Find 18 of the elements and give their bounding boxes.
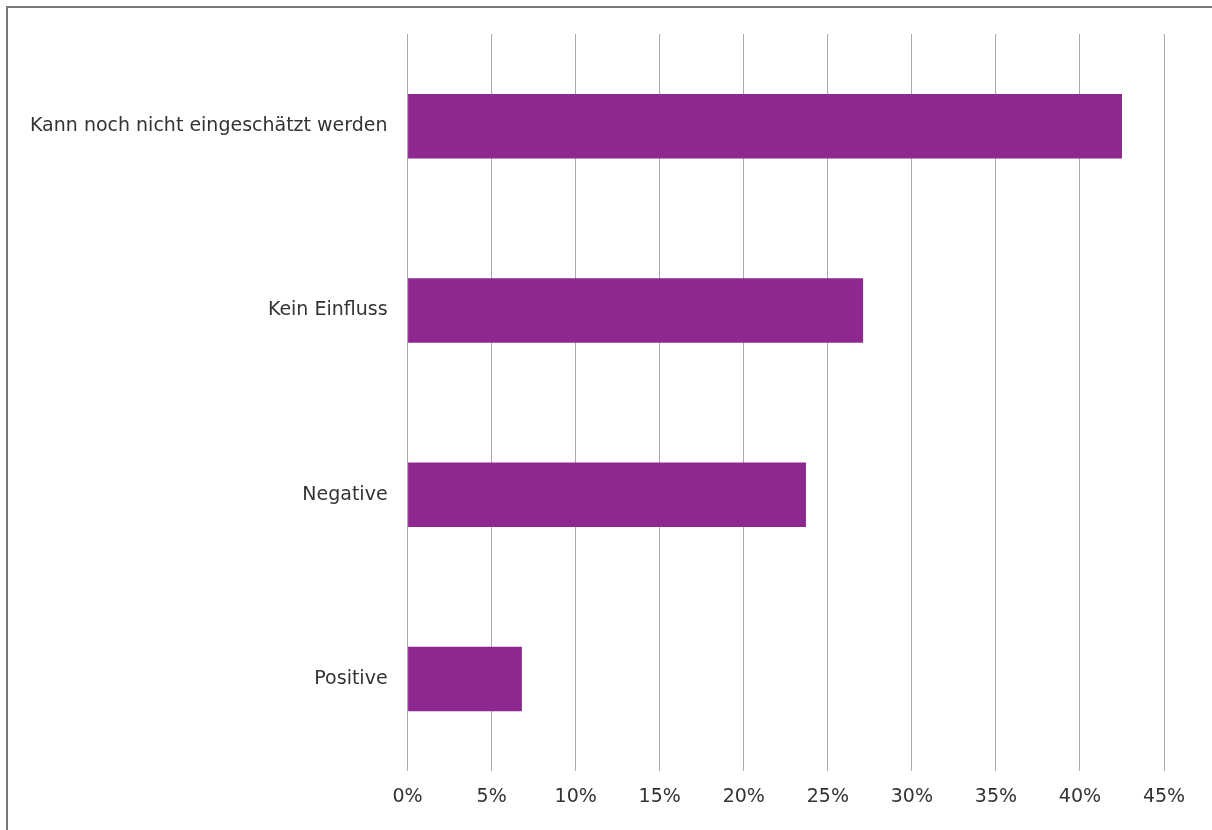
y-tick-label: Kann noch nicht eingeschätzt werden: [29, 113, 388, 136]
y-tick-label: Positive: [314, 665, 388, 688]
x-tick-label: 10%: [554, 783, 597, 806]
x-tick-label: 25%: [806, 783, 849, 806]
x-tick-label: 5%: [476, 783, 507, 806]
x-tick-label: 40%: [1058, 783, 1102, 806]
y-tick-label: Negative: [302, 481, 388, 504]
x-tick-label: 35%: [974, 783, 1018, 806]
x-tick-label: 30%: [890, 783, 933, 806]
bar: [408, 93, 1122, 159]
x-tick-label: 15%: [638, 783, 681, 806]
x-tick-label: 45%: [1142, 783, 1186, 806]
x-tick-label: 0%: [392, 783, 423, 806]
bar: [408, 646, 522, 712]
bar: [408, 278, 864, 343]
x-tick-label: 20%: [722, 783, 765, 806]
bar: [408, 462, 806, 527]
y-tick-label: Kein Einfluss: [267, 297, 388, 320]
